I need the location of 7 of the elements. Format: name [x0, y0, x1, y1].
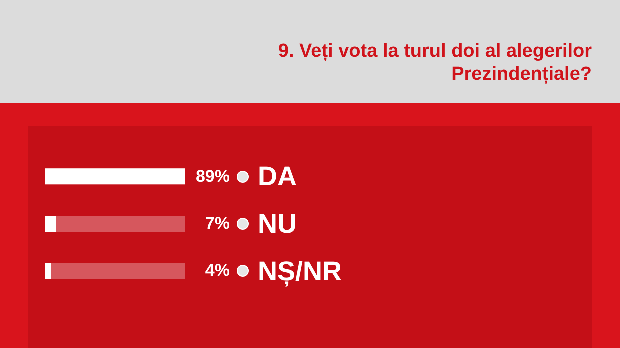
- data-label: 7%: [205, 213, 230, 235]
- text: 9. Veți vota la turul doi al alegerilor Prezindențiale?: [277, 40, 592, 86]
- data-label: 4%: [205, 260, 230, 282]
- y-tick-label: NU: [258, 209, 297, 239]
- data-label: 89%: [196, 166, 230, 188]
- y-tick-label: NȘ/NR: [258, 256, 342, 288]
- y-tick-label: DA: [258, 162, 297, 192]
